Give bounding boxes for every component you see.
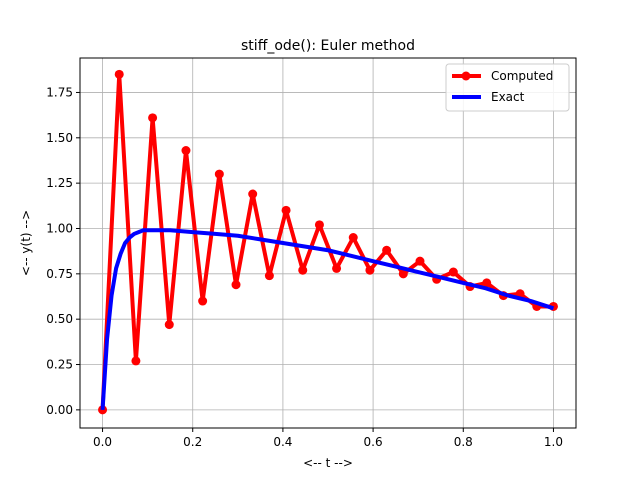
chart-title: stiff_ode(): Euler method — [241, 38, 415, 54]
y-tick-label: 0.75 — [46, 267, 73, 281]
data-point-computed — [198, 296, 208, 306]
series-line-exact — [100, 228, 555, 410]
data-point-computed — [131, 356, 141, 366]
data-point-computed — [314, 220, 324, 230]
data-point-computed — [482, 278, 492, 288]
y-tick-label: 1.00 — [46, 221, 73, 235]
y-tick-label: 1.50 — [46, 131, 73, 145]
legend-label-computed: Computed — [491, 69, 553, 83]
data-point-computed — [114, 69, 124, 79]
x-tick-label: 0.6 — [364, 435, 383, 449]
y-tick-label: 0.00 — [46, 403, 73, 417]
legend-label-exact: Exact — [491, 90, 525, 104]
y-tick-label: 0.25 — [46, 358, 73, 372]
data-point-computed — [415, 256, 425, 266]
y-axis-label: <-- y(t) --> — [19, 210, 33, 276]
data-point-computed — [365, 265, 375, 275]
x-tick-label: 0.8 — [454, 435, 473, 449]
data-point-computed — [148, 113, 158, 123]
data-point-computed — [281, 205, 291, 215]
x-tick-label: 0.0 — [93, 435, 112, 449]
data-point-computed — [214, 169, 224, 179]
data-point-computed — [348, 233, 358, 243]
data-point-computed — [398, 269, 408, 279]
data-point-computed — [264, 271, 274, 281]
x-tick-label: 1.0 — [544, 435, 563, 449]
data-point-computed — [248, 189, 258, 199]
data-point-computed — [382, 245, 392, 255]
y-tick-label: 0.50 — [46, 312, 73, 326]
x-axis: 0.0 0.2 0.4 0.6 0.8 1.0 — [93, 428, 563, 449]
y-tick-label: 1.75 — [46, 85, 73, 99]
data-point-computed — [181, 146, 191, 155]
data-point-computed — [448, 267, 458, 277]
x-tick-label: 0.4 — [273, 435, 292, 449]
data-point-computed — [98, 405, 108, 415]
legend-marker-computed — [461, 71, 471, 81]
data-point-computed — [332, 263, 342, 273]
plot-area-frame — [79, 57, 577, 429]
data-point-computed — [164, 320, 174, 330]
legend: Computed Exact — [445, 63, 570, 112]
data-point-computed — [231, 280, 241, 290]
y-tick-label: 1.25 — [46, 176, 73, 190]
series-layer — [98, 69, 558, 415]
y-axis: 0.00 0.25 0.50 0.75 1.00 1.25 1.50 1.75 — [46, 85, 80, 417]
data-point-computed — [298, 265, 308, 275]
x-tick-label: 0.2 — [183, 435, 202, 449]
x-axis-label: <-- t --> — [303, 456, 353, 470]
